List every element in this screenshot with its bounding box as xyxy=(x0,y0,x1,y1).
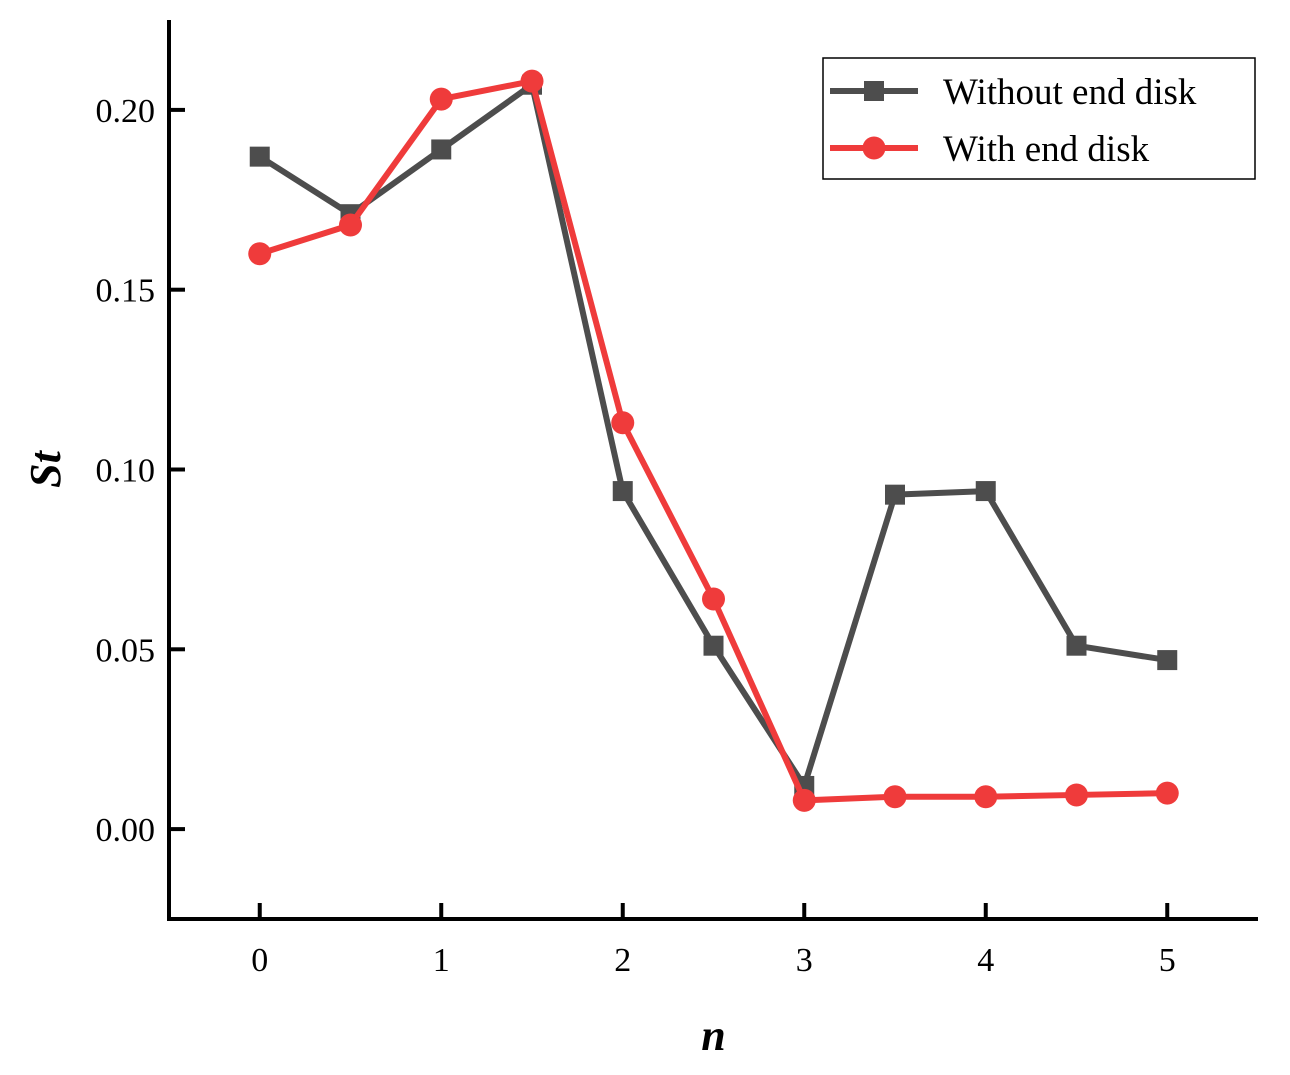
y-axis-title: St xyxy=(21,449,70,487)
data-point xyxy=(885,484,905,505)
data-point xyxy=(1066,635,1087,656)
data-point xyxy=(1155,781,1179,805)
legend-box xyxy=(822,57,1256,180)
data-point xyxy=(339,213,362,237)
x-tick-label: 5 xyxy=(1159,942,1176,979)
data-point xyxy=(248,242,272,266)
data-point xyxy=(520,69,544,93)
series-line xyxy=(258,81,1168,789)
data-point xyxy=(862,136,886,160)
data-point xyxy=(612,481,633,502)
data-point xyxy=(792,788,816,812)
y-tick-label: 0.00 xyxy=(96,812,156,849)
x-tick-label: 2 xyxy=(614,942,631,979)
legend-label: With end disk xyxy=(943,129,1150,170)
x-tick-label: 0 xyxy=(251,942,268,979)
y-tick-label: 0.20 xyxy=(96,93,156,130)
x-tick-label: 1 xyxy=(433,942,450,979)
legend-item: Without end disk xyxy=(830,72,1197,113)
data-point xyxy=(1065,783,1088,807)
data-point xyxy=(975,481,996,502)
series-1 xyxy=(249,74,1178,796)
tick-layer: 0 1 2 3 4 5 0.00 0.05 0.10 0.15 0.20 xyxy=(96,93,1176,979)
data-point xyxy=(1157,650,1178,671)
series-2 xyxy=(248,69,1179,812)
x-tick-label: 3 xyxy=(796,942,813,979)
y-tick-label: 0.10 xyxy=(96,453,156,490)
y-tick-label: 0.05 xyxy=(96,632,156,669)
data-point xyxy=(611,411,635,435)
x-tick-label: 4 xyxy=(977,942,994,979)
legend-item: With end disk xyxy=(830,129,1150,170)
data-point xyxy=(702,587,725,611)
data-point xyxy=(864,81,884,101)
data-point xyxy=(431,139,452,160)
y-tick-label: 0.15 xyxy=(96,273,156,310)
data-point xyxy=(429,87,453,111)
legend-label: Without end disk xyxy=(943,72,1197,113)
data-point xyxy=(249,146,270,167)
data-point xyxy=(883,785,907,809)
data-point xyxy=(974,785,998,809)
series-line xyxy=(258,78,1168,804)
series-layer xyxy=(248,69,1179,812)
data-point xyxy=(703,635,724,656)
legend: Without end disk With end disk xyxy=(822,57,1256,180)
x-axis-title: n xyxy=(701,1011,725,1060)
